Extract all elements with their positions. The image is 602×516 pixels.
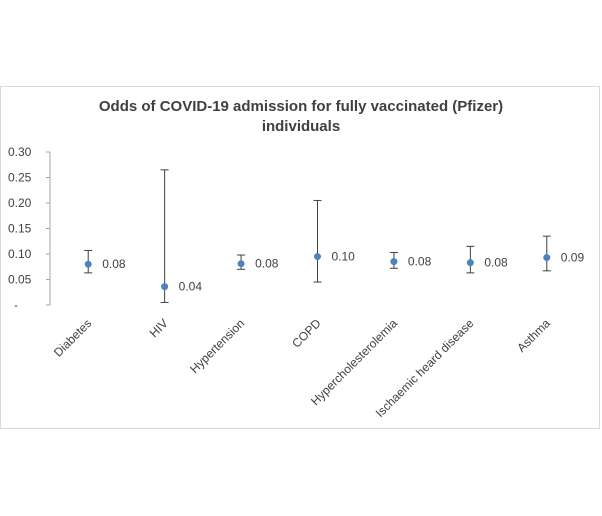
data-label: 0.08 — [255, 257, 279, 271]
y-tick-label: 0.20 — [8, 196, 32, 210]
data-label: 0.09 — [561, 251, 585, 265]
y-tick-label: 0.10 — [8, 247, 32, 261]
y-tick-label: 0.05 — [8, 273, 32, 287]
x-category-label: Hypertension — [187, 316, 247, 376]
data-point — [84, 260, 92, 268]
data-point — [543, 254, 551, 262]
y-tick-label: 0.30 — [8, 145, 32, 159]
chart-title-line-2: individuals — [261, 118, 341, 135]
data-label: 0.08 — [102, 257, 126, 271]
data-point — [237, 260, 245, 268]
chart-frame: Odds of COVID-19 admission for fully vac… — [0, 86, 600, 429]
chart-title-line-1: Odds of COVID-19 admission for fully vac… — [98, 98, 504, 115]
data-point — [466, 259, 474, 267]
chart-title: Odds of COVID-19 admission for fully vac… — [41, 97, 561, 137]
data-point — [390, 258, 398, 266]
data-label: 0.04 — [179, 280, 203, 294]
y-tick-label: - — [14, 298, 18, 312]
data-label: 0.10 — [332, 250, 356, 264]
x-category-label: Diabetes — [51, 316, 94, 359]
data-label: 0.08 — [408, 255, 432, 269]
x-category-label: COPD — [289, 316, 324, 351]
y-tick-label: 0.15 — [8, 222, 32, 236]
x-category-label: Hypercholesterolemia — [308, 316, 400, 408]
x-category-label: HIV — [147, 316, 171, 340]
y-tick-label: 0.25 — [8, 171, 32, 185]
data-label: 0.08 — [484, 256, 508, 270]
data-point — [161, 283, 169, 291]
x-category-label: Asthma — [514, 316, 553, 355]
data-point — [314, 253, 321, 261]
